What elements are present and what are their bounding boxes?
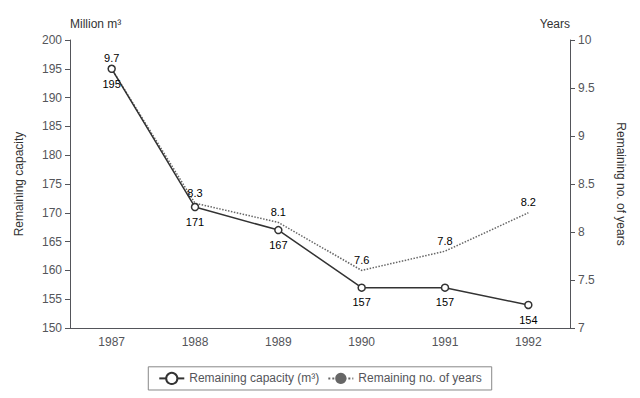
svg-text:8.1: 8.1 xyxy=(271,206,286,218)
svg-text:190: 190 xyxy=(42,91,62,105)
svg-text:10: 10 xyxy=(578,33,592,47)
svg-text:Remaining capacity: Remaining capacity xyxy=(12,132,26,237)
svg-text:157: 157 xyxy=(436,296,454,308)
svg-text:Million m³: Million m³ xyxy=(70,17,121,31)
svg-text:1990: 1990 xyxy=(348,335,375,349)
svg-text:167: 167 xyxy=(269,239,287,251)
svg-text:170: 170 xyxy=(42,206,62,220)
svg-text:7: 7 xyxy=(578,321,585,335)
svg-text:1988: 1988 xyxy=(182,335,209,349)
svg-text:Remaining capacity (m³): Remaining capacity (m³) xyxy=(189,371,319,385)
svg-text:157: 157 xyxy=(352,296,370,308)
svg-text:7.5: 7.5 xyxy=(578,273,595,287)
svg-text:195: 195 xyxy=(102,78,120,90)
svg-text:1987: 1987 xyxy=(98,335,125,349)
svg-text:165: 165 xyxy=(42,235,62,249)
svg-text:150: 150 xyxy=(42,321,62,335)
svg-text:8: 8 xyxy=(578,225,585,239)
svg-text:175: 175 xyxy=(42,177,62,191)
svg-text:Remaining no. of years: Remaining no. of years xyxy=(358,371,481,385)
svg-text:7.6: 7.6 xyxy=(354,254,369,266)
svg-text:154: 154 xyxy=(519,314,537,326)
svg-text:185: 185 xyxy=(42,119,62,133)
svg-text:195: 195 xyxy=(42,62,62,76)
svg-text:1991: 1991 xyxy=(432,335,459,349)
svg-text:Years: Years xyxy=(540,17,570,31)
svg-text:Remaining no. of years: Remaining no. of years xyxy=(614,122,628,245)
svg-text:160: 160 xyxy=(42,263,62,277)
svg-text:8.5: 8.5 xyxy=(578,177,595,191)
svg-text:1989: 1989 xyxy=(265,335,292,349)
svg-text:155: 155 xyxy=(42,292,62,306)
svg-text:7.8: 7.8 xyxy=(437,235,452,247)
svg-text:8.3: 8.3 xyxy=(187,186,203,199)
svg-text:200: 200 xyxy=(42,33,62,47)
svg-text:171: 171 xyxy=(186,216,204,228)
svg-text:9: 9 xyxy=(578,129,585,143)
svg-text:8.2: 8.2 xyxy=(521,196,536,208)
svg-text:9.5: 9.5 xyxy=(578,81,595,95)
svg-text:180: 180 xyxy=(42,148,62,162)
svg-text:9.7: 9.7 xyxy=(104,52,119,64)
svg-text:1992: 1992 xyxy=(515,335,542,349)
